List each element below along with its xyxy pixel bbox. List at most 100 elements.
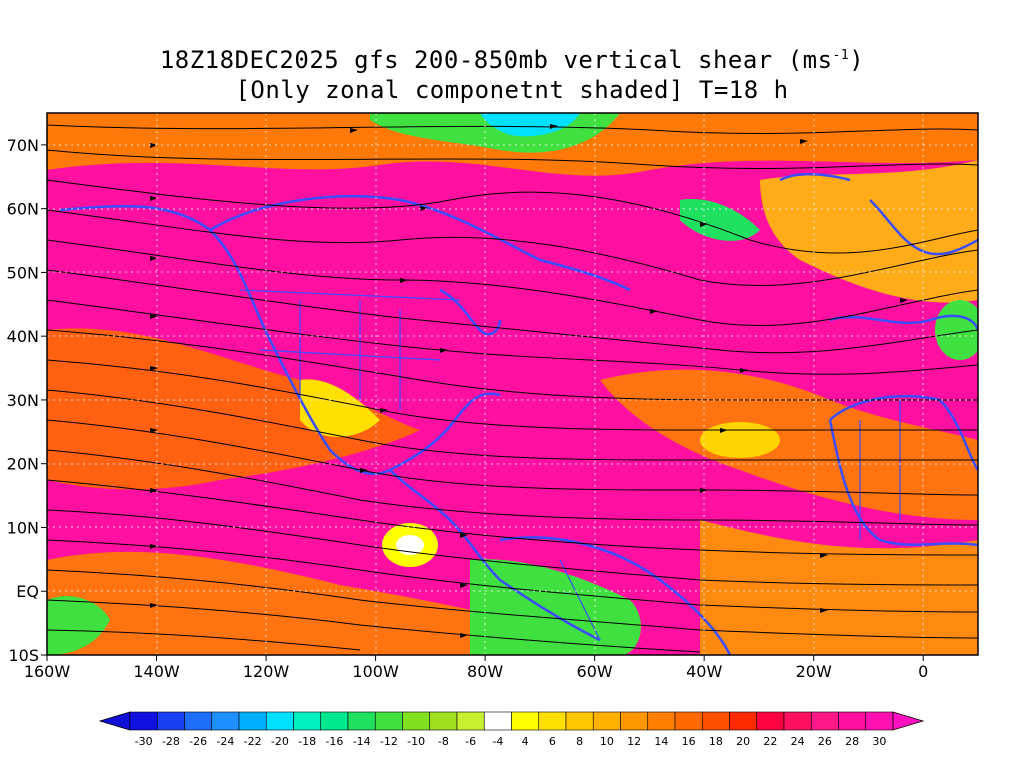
colorbar-label: -22 [244,735,262,748]
colorbar-swatch [293,711,322,731]
lon-tick-label: 60W [577,662,613,681]
colorbar-label: 8 [576,735,583,748]
colorbar-swatch [538,711,567,731]
colorbar-swatch [211,711,240,731]
colorbar-swatch [620,711,649,731]
colorbar-swatch [374,711,403,731]
chart-subtitle: [Only zonal componetnt shaded] T=18 h [235,76,789,104]
colorbar-label: -20 [271,735,289,748]
lon-tick-label: 100W [352,662,399,681]
lat-tick-label: 10S [8,646,39,665]
lon-tick-label: 80W [467,662,503,681]
colorbar-label: 18 [709,735,723,748]
lat-tick-label: 60N [7,200,39,219]
shade-southamerica-green [470,559,641,655]
lon-tick-label: 0 [918,662,928,681]
colorbar-labels: -30 -28 -26 -24 -22 -20 -18 -16 -14 -12 -10 -8 -6 -4 4… [135,735,887,748]
lat-tick-label: 70N [7,136,39,155]
colorbar-swatch [783,711,812,731]
colorbar-label: -26 [189,735,207,748]
shade-europe-yellow [760,160,978,303]
colorbar-swatch [756,711,785,731]
colorbar-label: 6 [549,735,556,748]
colorbar-swatch [865,711,894,731]
colorbar-swatch [647,711,676,731]
chart-title: 18Z18DEC2025 gfs 200-850mb vertical shea… [159,46,865,74]
lat-tick-label: 30N [7,391,39,410]
lon-axis: 160W 140W 120W 100W 80W 60W 40W 20W 0 [24,662,929,681]
colorbar-swatch [838,711,867,731]
colorbar-label: -18 [298,735,316,748]
colorbar-label: -8 [438,735,449,748]
colorbar-swatch [184,711,213,731]
colorbar-label: -30 [135,735,153,748]
colorbar-label: -10 [407,735,425,748]
colorbar-label: 30 [872,735,886,748]
colorbar-label: -12 [380,735,398,748]
colorbar-label: -14 [353,735,371,748]
colorbar-swatch [347,711,376,731]
colorbar-swatch [592,711,621,731]
colorbar-label: 12 [627,735,641,748]
colorbar-label: 4 [522,735,529,748]
shade-southpacific-green [47,596,110,655]
colorbar-swatch [456,711,485,731]
colorbar-swatch [238,711,267,731]
colorbar-min-arrow [98,711,131,731]
lat-tick-label: 20N [7,455,39,474]
lon-tick-label: 40W [686,662,722,681]
colorbar-label: 22 [763,735,777,748]
colorbar-swatch [265,711,294,731]
colorbar-swatch [674,711,703,731]
shade-arctic-cyan [480,113,580,137]
shade-equatorial-orange [47,551,600,655]
shade-baja-yellow [300,379,380,437]
colorbar-max-arrow [892,711,925,731]
colorbar-label: -6 [465,735,476,748]
colorbar-label: -4 [492,735,503,748]
streamlines [47,124,978,653]
lat-tick-label: 50N [7,263,39,282]
colorbar-swatch [129,711,158,731]
colorbar-swatch [402,711,431,731]
axis-ticks [41,144,924,661]
colorbar-swatch [483,711,512,731]
colorbar [98,711,925,731]
colorbar-swatch [565,711,594,731]
lat-tick-label: 40N [7,327,39,346]
lat-tick-label: 10N [7,518,39,537]
colorbar-label: 28 [845,735,859,748]
colorbar-swatch [511,711,540,731]
shade-atlantic-orange [600,369,978,520]
colorbar-label: -16 [325,735,343,748]
colorbar-swatch [429,711,458,731]
map-field [47,113,978,655]
streamline-arrows [150,124,908,638]
lon-tick-label: 120W [243,662,290,681]
graticule [47,113,978,655]
colorbar-label: 14 [654,735,668,748]
colorbar-swatch [320,711,349,731]
colorbar-label: 24 [791,735,805,748]
lat-axis: 70N 60N 50N 40N 30N 20N 10N EQ 10S [7,136,39,665]
colorbar-swatch [701,711,730,731]
colorbar-label: -28 [162,735,180,748]
coastlines [59,172,978,655]
shade-greenland-green [680,199,760,241]
colorbar-label: 10 [600,735,614,748]
colorbar-label: 26 [818,735,832,748]
borders [239,289,901,641]
lat-tick-label: EQ [16,582,39,601]
colorbar-label: -24 [216,735,234,748]
map-frame [46,112,979,656]
lon-tick-label: 20W [796,662,832,681]
lon-tick-label: 140W [133,662,180,681]
shade-southeast-orange [700,520,978,655]
colorbar-label: 20 [736,735,750,748]
colorbar-swatch [729,711,758,731]
colorbar-swatch [156,711,185,731]
colorbar-swatch [810,711,839,731]
lon-tick-label: 160W [24,662,71,681]
colorbar-label: 16 [682,735,696,748]
